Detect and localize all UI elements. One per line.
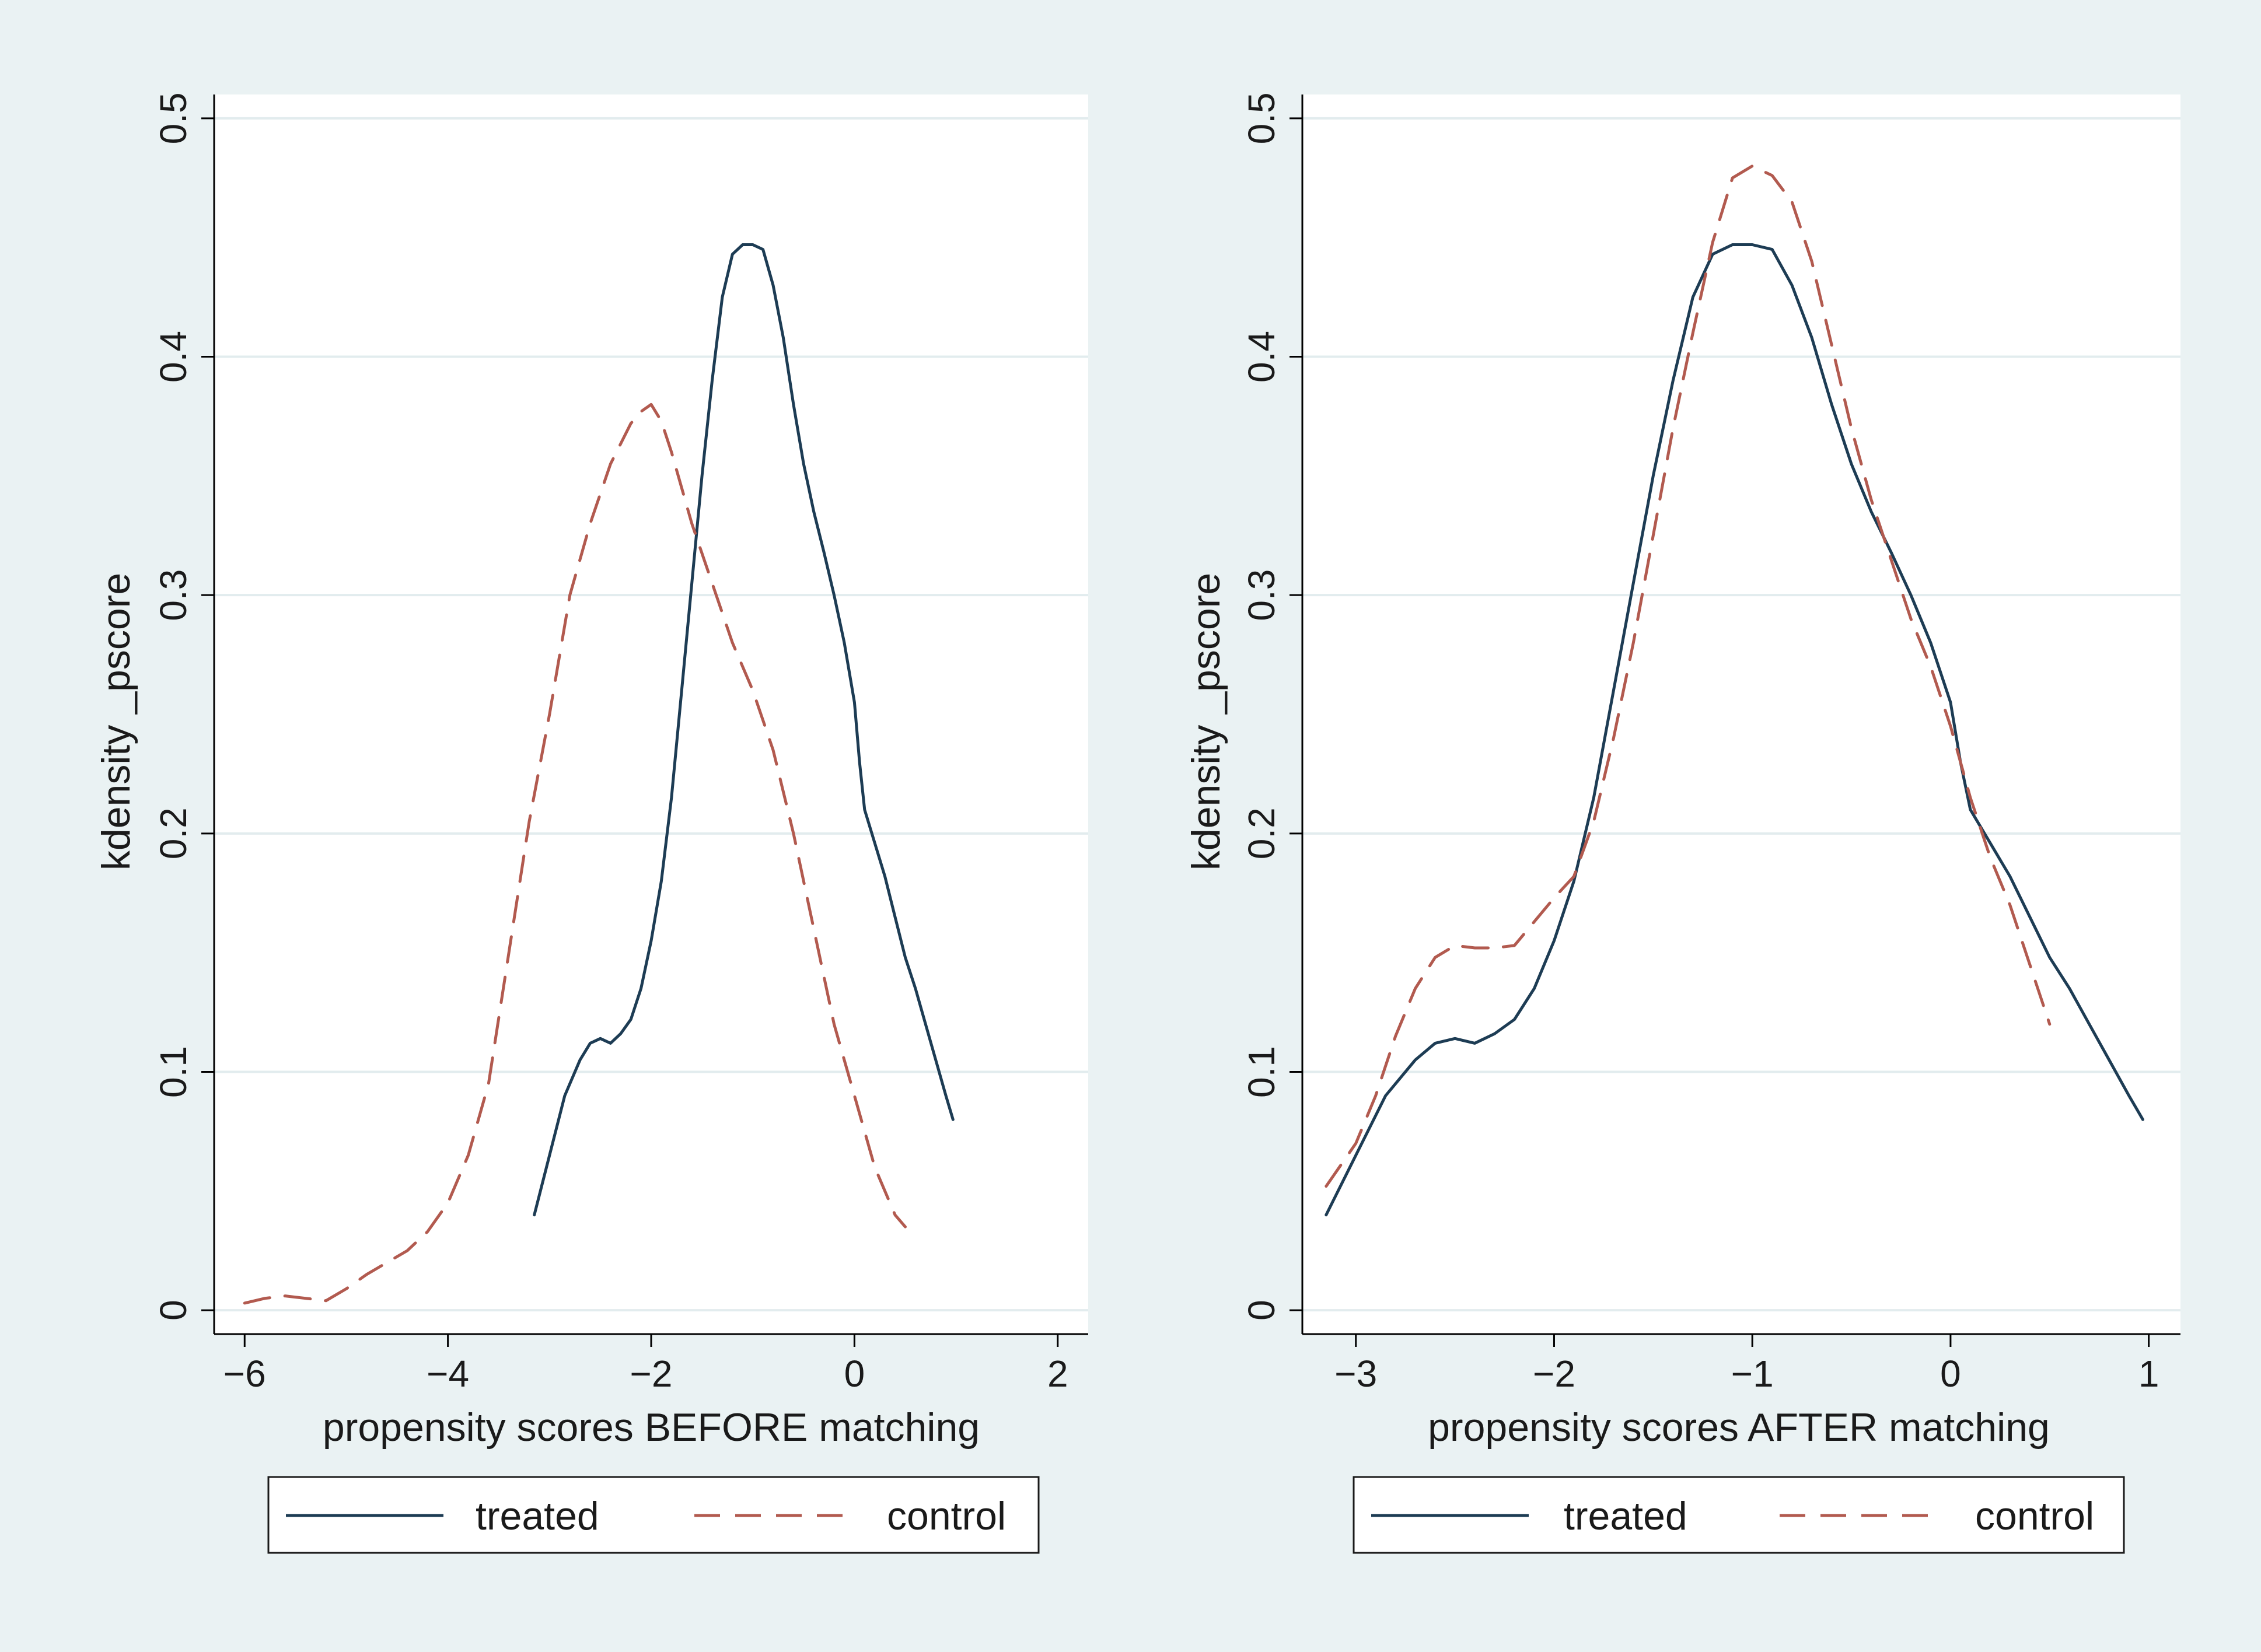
x-tick-label: 0: [844, 1353, 865, 1395]
legend: treated control: [267, 1476, 1040, 1554]
x-tick-label: −6: [223, 1353, 266, 1395]
y-tick-label: 0.4: [152, 331, 194, 383]
x-axis-label: propensity scores AFTER matching: [1428, 1405, 2050, 1450]
ticks: 0 0.1 0.2 0.3 0.4 0.5 −3 −2 −1 0 1: [1240, 92, 2159, 1395]
y-tick-label: 0: [152, 1300, 194, 1321]
axes: [1301, 94, 2180, 1335]
x-tick-label: −4: [427, 1353, 469, 1395]
panel-after-matching: 0 0.1 0.2 0.3 0.4 0.5 −3 −2 −1 0 1 propensity scor…: [1184, 92, 2180, 1554]
y-tick-label: 0.5: [152, 92, 194, 144]
y-tick-label: 0.2: [152, 807, 194, 859]
y-tick-label: 0.4: [1240, 331, 1282, 383]
x-tick-label: −2: [1533, 1353, 1575, 1395]
y-axis-label: kdensity _pscore: [1184, 573, 1228, 870]
ticks: 0 0.1 0.2 0.3 0.4 0.5 −6 −4 −2 0 2: [152, 92, 1068, 1395]
x-tick-label: −2: [630, 1353, 673, 1395]
x-tick-label: 0: [1940, 1353, 1961, 1395]
panel-before-matching: 0 0.1 0.2 0.3 0.4 0.5 −6 −4 −2 0 2 propensity scor…: [94, 92, 1088, 1554]
series-layer: [243, 243, 955, 1305]
y-tick-label: 0.1: [1240, 1046, 1282, 1098]
x-tick-label: 1: [2138, 1353, 2159, 1395]
x-axis-label: propensity scores BEFORE matching: [323, 1405, 980, 1450]
series-line-control: [1325, 164, 2052, 1188]
y-tick-label: 0.2: [1240, 807, 1282, 859]
y-tick-label: 0.1: [152, 1046, 194, 1098]
series-layer: [1325, 164, 2144, 1217]
gridlines: [214, 117, 1088, 1312]
x-tick-label: 2: [1047, 1353, 1068, 1395]
legend-control-label: control: [1975, 1494, 2094, 1538]
y-tick-label: 0: [1240, 1300, 1282, 1321]
y-tick-label: 0.5: [1240, 92, 1282, 144]
y-tick-label: 0.3: [152, 569, 194, 621]
x-tick-label: −3: [1334, 1353, 1377, 1395]
x-tick-label: −1: [1731, 1353, 1774, 1395]
plot-area: [214, 94, 1088, 1334]
series-line-treated: [1325, 243, 2144, 1217]
legend-treated-label: treated: [1564, 1494, 1687, 1538]
series-line-control: [243, 402, 907, 1305]
gridlines: [1302, 117, 2180, 1312]
y-axis-label: kdensity _pscore: [94, 573, 138, 870]
legend-control-label: control: [887, 1494, 1006, 1538]
legend-treated-label: treated: [476, 1494, 599, 1538]
legend: treated control: [1353, 1476, 2125, 1554]
y-tick-label: 0.3: [1240, 569, 1282, 621]
plot-area: [1302, 94, 2180, 1334]
series-line-treated: [533, 243, 955, 1217]
